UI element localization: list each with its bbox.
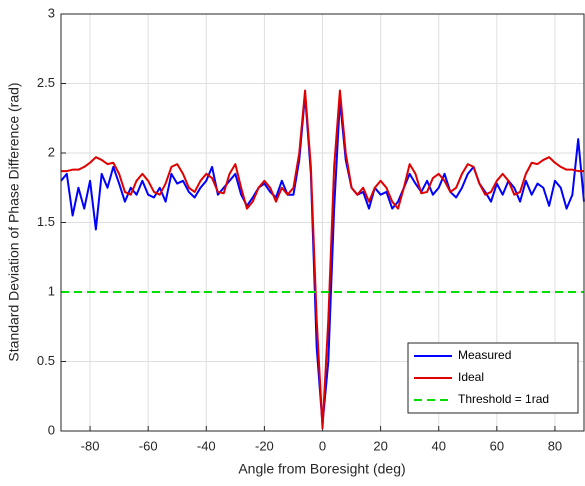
data-line <box>61 89 584 430</box>
legend-label: Ideal <box>458 370 484 384</box>
x-tick-label: 60 <box>490 438 504 453</box>
y-tick-label: 1 <box>48 283 55 298</box>
y-tick-label: 2 <box>48 144 55 159</box>
x-tick-label: -80 <box>81 438 100 453</box>
legend: Measured Ideal Threshold = 1rad <box>407 342 579 414</box>
x-tick-label: 0 <box>319 438 326 453</box>
y-axis-label: Standard Deviation of Phase Difference (… <box>6 82 22 361</box>
legend-label: Measured <box>458 348 511 362</box>
x-tick-label: 40 <box>431 438 445 453</box>
x-tick-label: -40 <box>197 438 216 453</box>
x-tick-label: -20 <box>255 438 274 453</box>
y-tick-label: 3 <box>48 5 55 20</box>
x-axis-label: Angle from Boresight (deg) <box>238 461 405 477</box>
x-tick-label: 80 <box>548 438 562 453</box>
y-tick-label: 2.5 <box>37 75 55 90</box>
y-tick-label: 0 <box>48 422 55 437</box>
y-tick-label: 1.5 <box>37 214 55 229</box>
plot-frame <box>60 13 585 432</box>
x-tick-label: -60 <box>139 438 158 453</box>
x-tick-label: 20 <box>373 438 387 453</box>
legend-label: Threshold = 1rad <box>458 392 549 406</box>
y-tick-label: 0.5 <box>37 353 55 368</box>
